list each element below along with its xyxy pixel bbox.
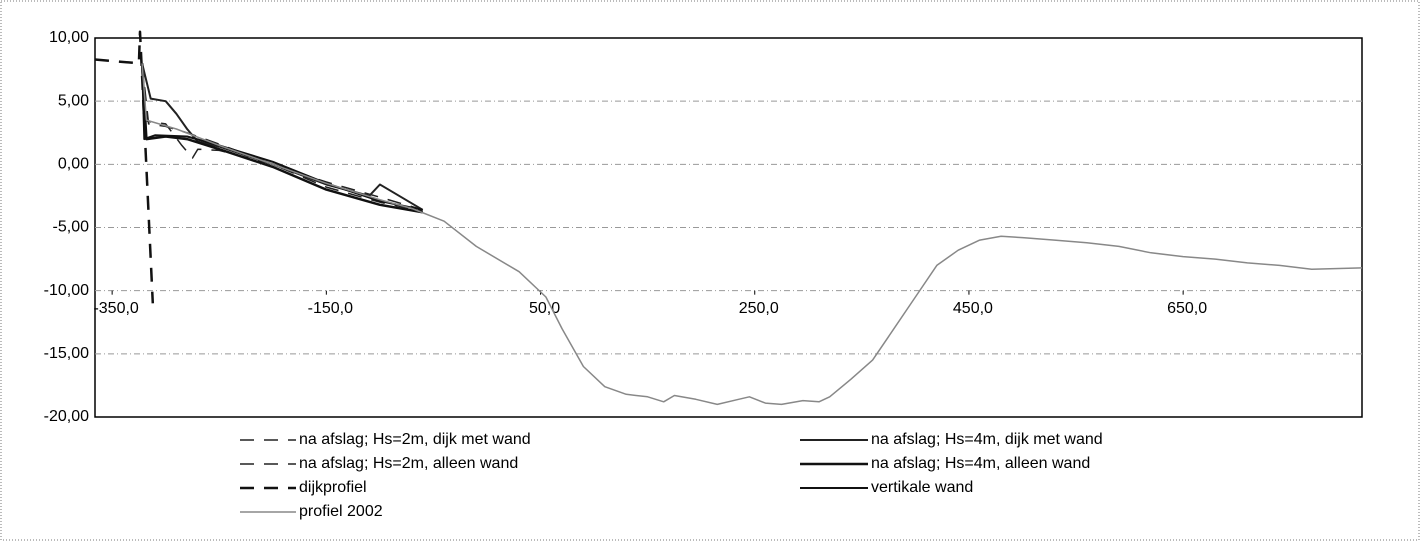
x-tick-label: -150,0 [308,300,353,317]
legend-label: profiel 2002 [299,503,383,520]
y-tick-label: 5,00 [58,92,89,109]
series-line [94,30,155,304]
x-tick-label: -350,0 [93,300,138,317]
y-tick-label: -15,00 [44,345,89,362]
legend-label: dijkprofiel [299,479,367,496]
x-tick-label: 450,0 [953,300,993,317]
series-line [141,63,423,211]
legend-label: vertikale wand [871,479,973,496]
x-tick-label: 50,0 [529,300,560,317]
series-line [140,63,423,214]
legend-label: na afslag; Hs=4m, dijk met wand [871,431,1103,448]
y-tick-label: -20,00 [44,408,89,425]
y-tick-label: 10,00 [49,29,89,46]
series-line [141,63,424,211]
y-tick-label: -10,00 [44,282,89,299]
x-tick-label: 250,0 [739,300,779,317]
series-line [141,63,423,212]
y-tick-label: 0,00 [58,156,89,173]
x-tick-label: 650,0 [1167,300,1207,317]
legend-label: na afslag; Hs=2m, dijk met wand [299,431,531,448]
y-tick-label: -5,00 [53,219,90,236]
legend-label: na afslag; Hs=2m, alleen wand [299,455,518,472]
legend-label: na afslag; Hs=4m, alleen wand [871,455,1090,472]
series-line [141,63,1363,406]
